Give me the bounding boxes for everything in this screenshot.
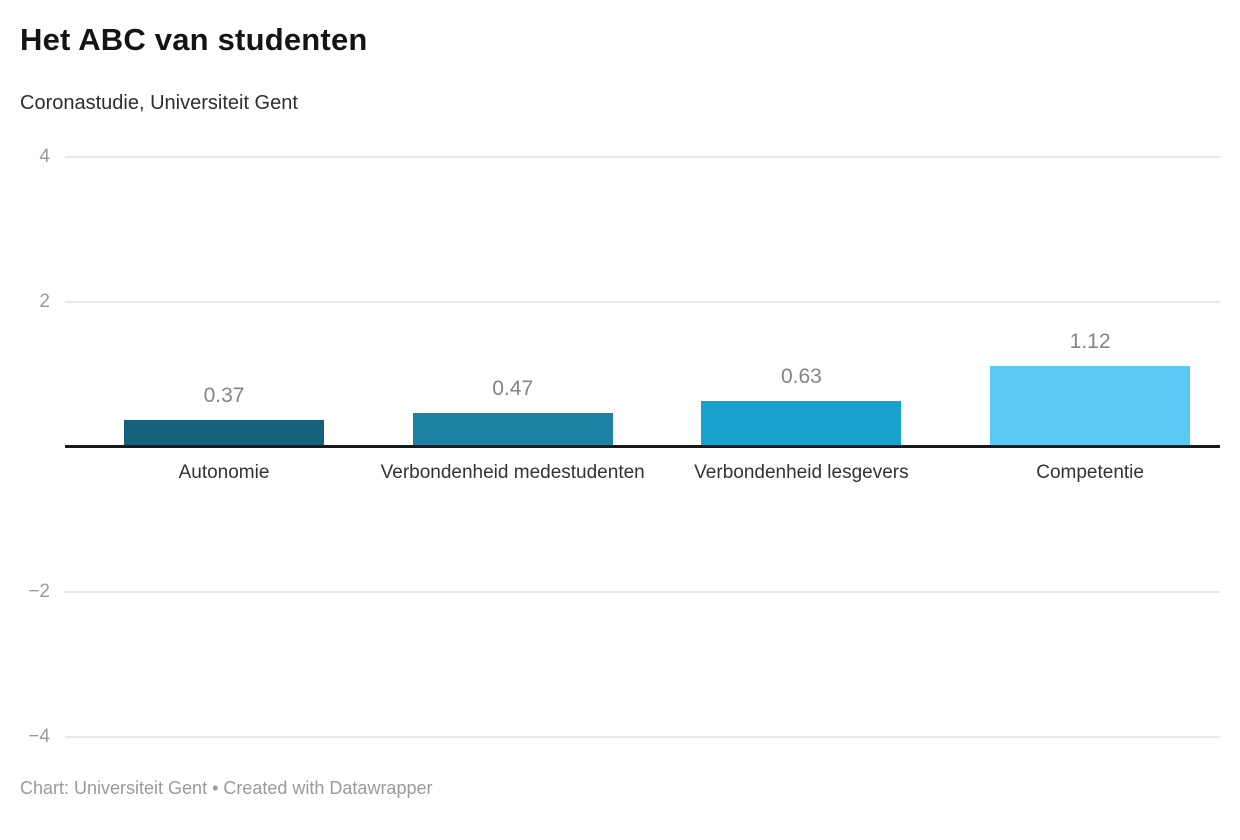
- bar-0: [124, 420, 324, 447]
- zero-baseline: [65, 445, 1220, 448]
- chart-footer-attribution: Chart: Universiteit Gent • Created with …: [20, 778, 433, 798]
- y-gridline: [65, 300, 1220, 303]
- chart-title: Het ABC van studenten: [20, 22, 368, 57]
- y-gridline: [65, 736, 1220, 739]
- bar-2: [701, 401, 902, 447]
- bar-value-label: 0.63: [780, 365, 822, 388]
- y-gridline: [65, 591, 1220, 594]
- chart-subtitle: Coronastudie, Universiteit Gent: [20, 92, 298, 114]
- x-axis-category-label: Autonomie: [178, 462, 270, 483]
- x-axis-category-label: Competentie: [1036, 462, 1144, 483]
- y-gridline: [65, 155, 1220, 158]
- bar-value-label: 0.47: [492, 377, 534, 400]
- y-axis-tick-label: 4: [39, 145, 50, 167]
- bar-1: [412, 413, 613, 447]
- y-axis-tick-label: 2: [39, 290, 50, 312]
- x-axis-category-label: Verbondenheid lesgevers: [694, 462, 909, 483]
- x-axis-category-label: Verbondenheid medestudenten: [380, 462, 645, 483]
- bar-3: [990, 366, 1191, 447]
- bar-value-label: 1.12: [1069, 330, 1111, 353]
- bar-value-label: 0.37: [203, 384, 245, 407]
- y-axis-tick-label: −4: [28, 726, 50, 748]
- y-axis-tick-label: −2: [28, 581, 50, 603]
